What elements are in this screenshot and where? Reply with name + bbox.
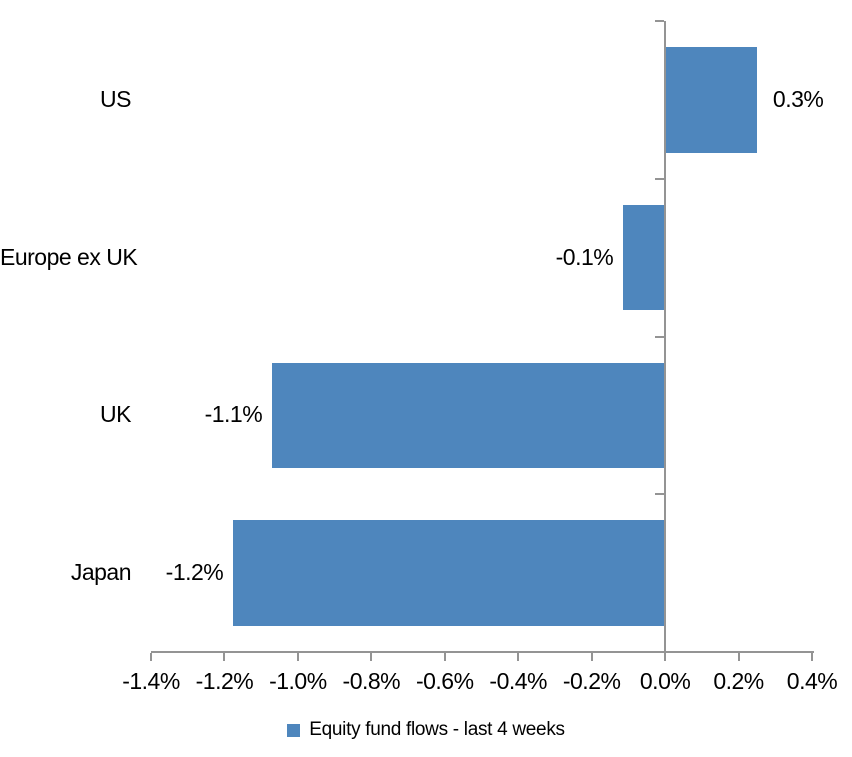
category-axis-tick xyxy=(655,493,665,496)
value-axis-tick xyxy=(590,653,593,661)
x-tick-label-0-0: 0.0% xyxy=(639,668,691,694)
x-tick-label-0-8: -0.8% xyxy=(342,668,401,694)
x-tick-label-0-6: -0.6% xyxy=(415,668,474,694)
category-axis-tick xyxy=(655,177,665,180)
value-axis-tick xyxy=(737,653,740,661)
x-tick-label-0-4: 0.4% xyxy=(786,668,838,694)
value-axis-tick xyxy=(517,653,520,661)
value-axis-tick xyxy=(150,653,152,661)
value-axis-tick xyxy=(443,653,446,661)
category-label-japan: Japan xyxy=(70,559,132,586)
value-axis-tick xyxy=(223,653,226,661)
bar-uk xyxy=(272,362,666,469)
legend-marker-icon xyxy=(287,723,301,737)
x-tick-label-0-4: -0.4% xyxy=(489,668,548,694)
x-tick-label-0-2: -0.2% xyxy=(562,668,621,694)
y-axis-line xyxy=(664,21,667,653)
x-tick-label-1-4: -1.4% xyxy=(122,668,180,694)
value-axis-tick xyxy=(811,653,813,661)
x-axis-line xyxy=(151,651,814,653)
data-label-europe-ex-uk: -0.1% xyxy=(555,243,614,270)
x-tick-label-0-2: 0.2% xyxy=(713,668,764,694)
legend-label: Equity fund flows - last 4 weeks xyxy=(309,719,565,740)
category-axis-tick xyxy=(655,20,665,22)
category-label-us: US xyxy=(100,85,131,112)
value-axis-tick xyxy=(664,653,667,661)
category-label-europe-ex-uk: Europe ex UK xyxy=(0,243,138,270)
category-axis-tick xyxy=(655,335,665,338)
value-axis-tick xyxy=(370,653,373,661)
bar-japan xyxy=(233,520,666,626)
data-label-uk: -1.1% xyxy=(204,401,263,428)
category-label-uk: UK xyxy=(100,401,131,428)
bar-us xyxy=(665,47,757,153)
value-axis-tick xyxy=(296,653,299,661)
x-tick-label-1-0: -1.0% xyxy=(269,668,327,694)
legend: Equity fund flows - last 4 weeks xyxy=(0,719,852,741)
data-label-us: 0.3% xyxy=(772,85,824,112)
bar-europe-ex-uk xyxy=(623,204,666,311)
data-label-japan: -1.2% xyxy=(165,559,224,586)
x-tick-label-1-2: -1.2% xyxy=(195,668,254,694)
